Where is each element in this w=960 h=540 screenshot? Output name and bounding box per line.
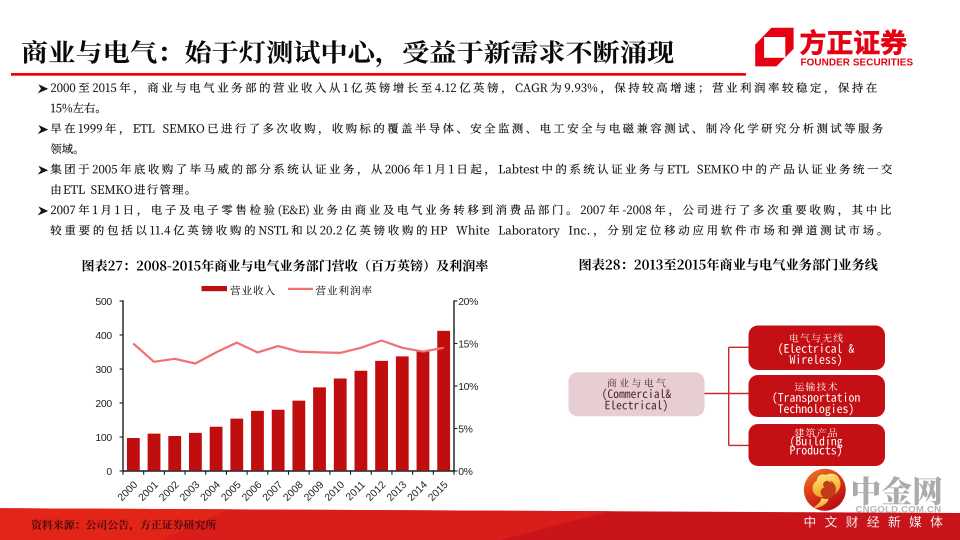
svg-text:10%: 10% bbox=[458, 382, 478, 393]
svg-text:20%: 20% bbox=[458, 297, 478, 308]
svg-text:5%: 5% bbox=[458, 424, 472, 435]
svg-text:300: 300 bbox=[95, 365, 112, 376]
svg-text:200: 200 bbox=[95, 399, 112, 410]
svg-text:CNGOLD.COM.CN: CNGOLD.COM.CN bbox=[856, 504, 942, 515]
svg-text:0%: 0% bbox=[458, 467, 472, 478]
svg-text:500: 500 bbox=[95, 297, 112, 308]
svg-text:400: 400 bbox=[95, 331, 112, 342]
svg-text:100: 100 bbox=[95, 433, 112, 444]
svg-text:15%: 15% bbox=[458, 339, 478, 350]
svg-text:0: 0 bbox=[106, 467, 112, 478]
svg-text:FOUNDER SECURITIES: FOUNDER SECURITIES bbox=[801, 57, 914, 68]
